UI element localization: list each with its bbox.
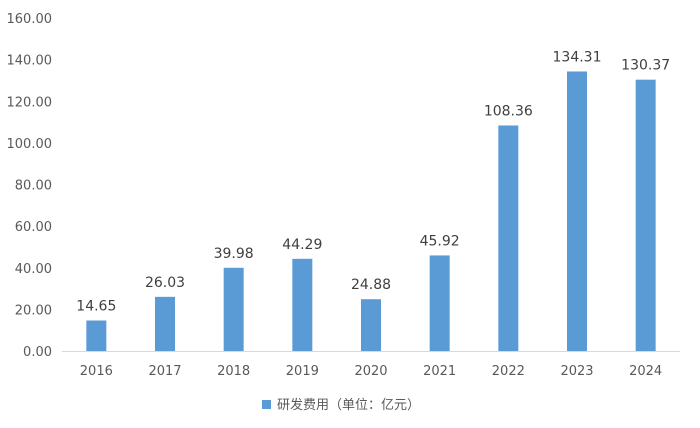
bar xyxy=(429,255,450,351)
y-tick-label: 0.00 xyxy=(23,345,52,360)
data-label: 130.37 xyxy=(621,58,670,74)
data-label: 44.29 xyxy=(282,237,322,253)
y-tick-label: 60.00 xyxy=(15,220,52,235)
legend: 研发费用（单位：亿元） xyxy=(262,397,420,413)
y-tick-label: 160.00 xyxy=(7,12,53,27)
legend-swatch xyxy=(262,400,271,409)
bar xyxy=(292,258,313,351)
y-tick-label: 40.00 xyxy=(15,262,52,277)
x-tick-label: 2023 xyxy=(560,364,593,379)
x-tick-label: 2018 xyxy=(217,364,250,379)
x-tick-label: 2020 xyxy=(354,364,387,379)
bar xyxy=(567,71,587,351)
y-tick-label: 20.00 xyxy=(15,303,52,318)
x-tick-label: 2017 xyxy=(148,364,181,379)
data-label: 108.36 xyxy=(484,103,533,119)
data-label: 14.65 xyxy=(76,299,116,315)
y-tick-label: 140.00 xyxy=(7,54,53,69)
data-label: 39.98 xyxy=(214,246,254,262)
bar-series xyxy=(86,71,656,352)
bar xyxy=(361,299,381,351)
x-tick-label: 2024 xyxy=(629,364,662,379)
bar xyxy=(635,79,656,352)
data-labels: 14.65 26.03 39.98 44.29 24.88 45.92 108.36 134.… xyxy=(76,49,670,314)
y-tick-label: 100.00 xyxy=(7,137,53,152)
bar xyxy=(155,296,175,351)
data-label: 134.31 xyxy=(553,49,602,65)
bar xyxy=(223,267,244,351)
x-tick-label: 2016 xyxy=(80,364,113,379)
y-tick-label: 120.00 xyxy=(7,95,53,110)
bar xyxy=(86,320,107,351)
y-axis-tick-labels: 0.00 20.00 40.00 60.00 80.00 100.00 120.00 140.… xyxy=(7,12,53,360)
data-label: 24.88 xyxy=(351,277,391,293)
x-tick-label: 2021 xyxy=(423,364,456,379)
x-tick-label: 2022 xyxy=(492,364,525,379)
legend-label: 研发费用（单位：亿元） xyxy=(277,397,420,413)
y-tick-label: 80.00 xyxy=(15,179,52,194)
bar xyxy=(498,125,519,351)
data-label: 45.92 xyxy=(420,233,460,249)
x-tick-label: 2019 xyxy=(286,364,319,379)
data-label: 26.03 xyxy=(145,275,185,291)
x-axis-tick-labels: 2016 2017 2018 2019 2020 2021 2022 2023 2024 xyxy=(80,364,662,379)
